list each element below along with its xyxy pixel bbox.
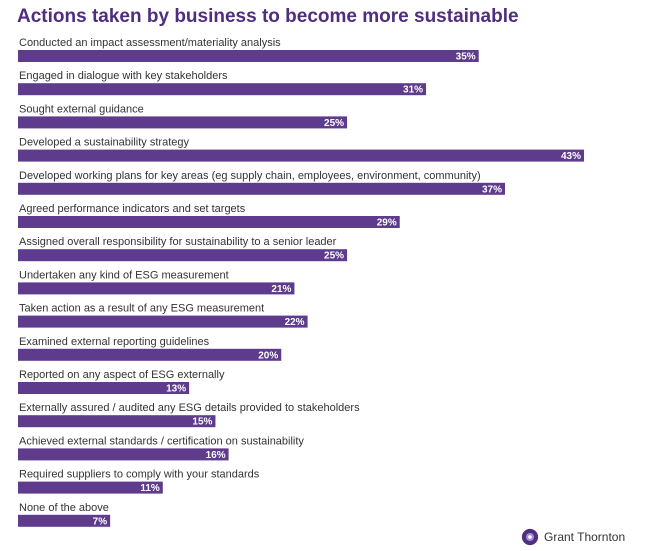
data-label: 20%	[258, 350, 278, 361]
category-label: Achieved external standards / certificat…	[19, 435, 304, 447]
category-label: Conducted an impact assessment/materiali…	[19, 37, 281, 49]
logo-text: Grant Thornton	[544, 530, 626, 544]
data-label: 35%	[456, 52, 476, 63]
data-label: 15%	[192, 417, 212, 428]
category-label: Examined external reporting guidelines	[19, 336, 210, 348]
grant-thornton-logo-icon	[521, 528, 539, 546]
data-label: 7%	[93, 516, 108, 527]
data-label: 11%	[140, 483, 160, 494]
category-label: Engaged in dialogue with key stakeholder…	[19, 70, 228, 82]
bar	[18, 514, 111, 527]
bar	[18, 216, 400, 228]
data-label: 21%	[271, 284, 291, 295]
bar	[18, 415, 216, 428]
category-label: Developed working plans for key areas (e…	[19, 170, 481, 182]
data-label: 43%	[561, 151, 581, 162]
grant-thornton-logo: Grant Thornton	[521, 528, 625, 546]
category-label: Agreed performance indicators and set ta…	[19, 203, 246, 215]
data-label: 31%	[403, 85, 423, 96]
chart-title: Actions taken by business to become more…	[17, 6, 519, 27]
bar	[18, 315, 308, 328]
bar	[18, 182, 506, 195]
bar	[18, 481, 163, 494]
bar	[18, 382, 190, 394]
category-label: Undertaken any kind of ESG measurement	[19, 269, 229, 281]
data-label: 22%	[285, 317, 305, 328]
category-label: Developed a sustainability strategy	[19, 137, 189, 149]
bar	[18, 149, 584, 162]
category-label: Taken action as a result of any ESG meas…	[19, 303, 264, 315]
bar	[18, 83, 427, 96]
category-label: Required suppliers to comply with your s…	[19, 469, 260, 481]
data-label: 25%	[324, 251, 344, 262]
category-label: None of the above	[19, 502, 109, 514]
bar	[18, 249, 348, 262]
data-label: 25%	[324, 118, 344, 129]
category-label: Externally assured / audited any ESG det…	[19, 402, 360, 414]
data-label: 37%	[482, 184, 502, 195]
data-label: 13%	[166, 384, 186, 395]
bar	[18, 50, 479, 62]
data-label: 16%	[206, 450, 226, 461]
category-label: Sought external guidance	[19, 103, 144, 115]
data-label: 29%	[377, 218, 397, 229]
category-label: Reported on any aspect of ESG externally	[19, 369, 225, 381]
bar	[18, 282, 295, 295]
bar	[18, 348, 282, 361]
category-label: Assigned overall responsibility for sust…	[19, 236, 337, 248]
bar	[18, 448, 229, 461]
bar	[18, 116, 348, 129]
